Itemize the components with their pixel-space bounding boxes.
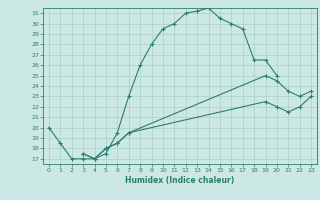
X-axis label: Humidex (Indice chaleur): Humidex (Indice chaleur) (125, 176, 235, 185)
